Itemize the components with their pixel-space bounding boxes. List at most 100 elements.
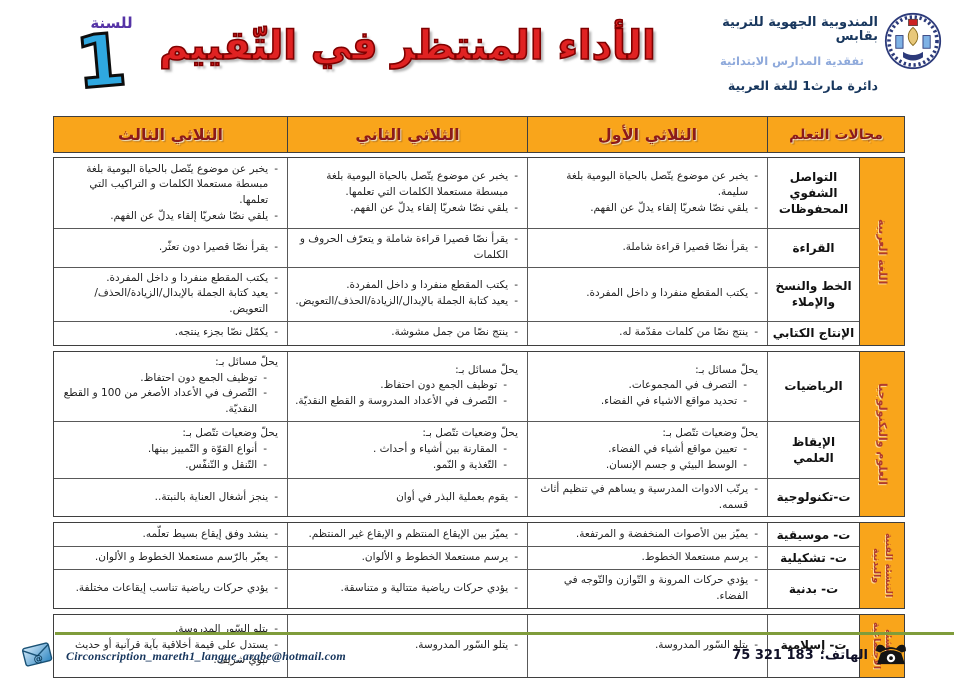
bullet-dash: - — [274, 551, 278, 564]
item-text: يتلو السّور المدروسة. — [654, 638, 749, 651]
bullet-dash: - — [514, 527, 518, 540]
list-item: - يكمّل نصّا بجزء ينتجه. — [59, 325, 278, 341]
table-row: ت-تكنولوجية - يرتّب الادوات المدرسية و يسا… — [54, 477, 859, 517]
year-badge: للسنة 1 — [40, 8, 145, 107]
table-header-domains: مجالات التعلم — [767, 117, 904, 152]
trimester-cell-t2: - ينتج نصّا من جمل مشوشة. — [287, 321, 527, 345]
page-title: الأداء المنتظر في التّقييم — [158, 23, 657, 69]
list-item: - يقوم بعملية البذر في أوان — [293, 490, 518, 506]
item-text: يخبر عن موضوع يتّصل بالحياة اليومية بلغة… — [326, 170, 509, 199]
item-text: يرتّب الادوات المدرسية و يساهم في تنظيم … — [540, 482, 749, 511]
list-item: - يقرأ نصّا قصيرا قراءة شاملة. — [533, 240, 758, 256]
trimester-cell-t3: - يؤدي حركات رياضية تناسب إيقاعات مختلفة. — [54, 570, 287, 608]
item-text: يخبر عن موضوع يتّصل بالحياة اليومية بلغة… — [86, 162, 269, 207]
table-row: ت- موسيقية - يميّز بين الأصوات المنخفضة و … — [54, 523, 859, 547]
bullet-dash: - — [274, 527, 278, 540]
item-text: يقرأ نصّا قصيرا قراءة شاملة و يتعرّف الح… — [299, 233, 509, 261]
list-item: - يعيد كتابة الجملة بالإبدال/الزيادة/الحذ… — [59, 286, 278, 318]
item-text: تعيين مواقع أشياء في الفضاء. — [608, 442, 738, 455]
item-text: يكمّل نصّا بجزء ينتجه. — [174, 326, 269, 339]
district-name: دائرة مارث1 للغة العربية — [727, 77, 878, 93]
trimester-cell-t3: - ينجز أشغال العناية بالنبتة.. — [54, 479, 287, 517]
item-text: التّنقل و التّنفّس. — [185, 458, 258, 471]
domain-label: الإيقاظ العلمي — [767, 421, 859, 478]
table-header-trimester-2: الثلاثي الثاني — [287, 117, 527, 152]
trimester-cell-t3: - يقرأ نصّا قصيرا دون تعثّر. — [54, 229, 287, 267]
trimester-cell-t3: - ينشد وفق إيقاع بسيط تعلّمه. — [54, 523, 287, 546]
footer-phone-block: الهاتف: 75 321 183 — [732, 640, 908, 670]
bullet-dash: - — [274, 287, 278, 300]
trimester-cell-t3: - يكمّل نصّا بجزء ينتجه. — [54, 322, 287, 345]
item-text: التّصرف في الأعداد المدروسة و القطع النق… — [295, 395, 498, 408]
bullet-dash: - — [274, 162, 278, 175]
trimester-cell-t2: - يخبر عن موضوع يتّصل بالحياة اليومية بلغ… — [287, 158, 527, 228]
list-item: - ينجز أشغال العناية بالنبتة.. — [59, 490, 278, 506]
table-header-trimester-3: الثلاثي الثالث — [118, 125, 223, 144]
list-item: - يميّز بين الأصوات المنخفضة و المرتفعة. — [533, 527, 758, 543]
table-row: القراءة - يقرأ نصّا قصيرا قراءة شاملة. - يقر… — [54, 228, 859, 267]
trimester-cell-t2: يحلّ وضعيات تتّصل بـ: - المقارنة بين أشياء… — [287, 421, 527, 478]
table-section: التنشئة الفنية والبدنية ت- موسيقية - يميّز ب… — [53, 522, 905, 609]
item-text: يعبّر بالرّسم مستعملا الخطوط و الألوان. — [94, 551, 269, 564]
list-item: - توظيف الجمع دون احتفاظ. — [59, 371, 278, 387]
table-row: ت- بدنية - يؤدي حركات المرونة و التّوازن و… — [54, 569, 859, 608]
item-text: توظيف الجمع دون احتفاظ. — [380, 379, 498, 392]
item-text: يقرأ نصّا قصيرا دون تعثّر. — [158, 240, 269, 253]
item-text: يتلو السّور المدروسة. — [414, 638, 509, 651]
trimester-cell-t3: - يتلو السّور المدروسة. - يستدل على قيمة أخ… — [54, 615, 287, 677]
year-number: 1 — [71, 15, 131, 106]
list-item: - تحديد مواقع الاشياء في الفضاء. — [533, 394, 758, 410]
table-row: الرياضيات يحلّ مسائل بـ: - التصرف في المجمو… — [54, 351, 859, 421]
domain-label: الخط والنسخ والإملاء — [767, 267, 859, 321]
list-item: - يعيد كتابة الجملة بالإبدال/الزيادة/الحذ… — [293, 294, 518, 310]
trimester-cell-t1: - يتلو السّور المدروسة. — [527, 614, 767, 677]
table-sections: اللغة العربية التواصل الشفوي المحفوظات - يخب… — [53, 157, 905, 678]
item-text: التّغذية و النّمو. — [432, 458, 498, 471]
organization-text: المندوبية الجهوية للتربية بقابس تفقدية ا… — [678, 15, 878, 93]
list-item: - يكتب المقطع منفردا و داخل المفردة. — [533, 286, 758, 302]
list-item: - يلقي نصّا شعريّا إلقاء يدلّ عن الفهم. — [59, 209, 278, 225]
table-section: العلوم والتكنولوجيا الرياضيات يحلّ مسائل ب… — [53, 350, 905, 518]
list-item: - الوسط البيئي و جسم الإنسان. — [533, 458, 758, 474]
list-item: - التّغذية و النّمو. — [293, 458, 518, 474]
trimester-cell-t2: - يميّز بين الإيقاع المنتظم و الإيقاع غير… — [287, 523, 527, 547]
bullet-dash: - — [263, 371, 267, 384]
email-text: Circonscription_mareth1_langue_arabe@hot… — [66, 648, 346, 663]
list-item: - التّصرف في الأعداد المدروسة و القطع الن… — [293, 394, 518, 410]
bullet-dash: - — [754, 240, 758, 253]
list-item: - ينتج نصّا من كلمات مقدّمة له. — [533, 325, 758, 341]
list-item: - يؤدي حركات رياضية تناسب إيقاعات مختلفة. — [59, 581, 278, 597]
trimester-cell-t2: - يكتب المقطع منفردا و داخل المفردة. - يعيد… — [287, 267, 527, 321]
item-text: ينتج نصّا من جمل مشوشة. — [391, 326, 509, 339]
bullet-dash: - — [743, 379, 747, 392]
section-strip: التنشئة الفنية والبدنية — [859, 523, 904, 608]
item-text: يقرأ نصّا قصيرا قراءة شاملة. — [622, 240, 749, 253]
bullet-dash: - — [503, 379, 507, 392]
item-text: تحديد مواقع الاشياء في الفضاء. — [600, 395, 738, 408]
trimester-cell-t1: - يخبر عن موضوع يتّصل بالحياة اليومية بلغ… — [527, 158, 767, 228]
bullet-dash: - — [263, 387, 267, 400]
list-item: - تعيين مواقع أشياء في الفضاء. — [533, 442, 758, 458]
list-item: - يؤدي حركات المرونة و التّوازن والتّوجه … — [533, 573, 758, 605]
list-item: - يؤدي حركات رياضية متتالية و متناسقة. — [293, 581, 518, 597]
domain-label: التواصل الشفوي المحفوظات — [767, 158, 859, 228]
list-item: - المقارنة بين أشياء و أحداث . — [293, 442, 518, 458]
bullet-dash: - — [263, 442, 267, 455]
section-strip-label: اللغة العربية — [875, 218, 889, 285]
table-row: ت- تشكيلية - يرسم مستعملا الخطوط. - يرسم مست… — [54, 546, 859, 569]
bullet-dash: - — [503, 442, 507, 455]
item-text: يرسم مستعملا الخطوط و الألوان. — [361, 551, 509, 564]
bullet-dash: - — [754, 287, 758, 300]
table-header-trimester-1: الثلاثي الأول — [527, 117, 767, 152]
item-text: يؤدي حركات رياضية تناسب إيقاعات مختلفة. — [75, 581, 269, 594]
title-block: الأداء المنتظر في التّقييم — [145, 8, 670, 69]
item-text: يلقي نصّا شعريّا إلقاء يدلّ عن الفهم. — [590, 201, 749, 214]
table-row: الإيقاظ العلمي يحلّ وضعيات تتّصل بـ: - تعيي… — [54, 420, 859, 478]
org-name: المندوبية الجهوية للتربية بقابس — [722, 15, 878, 45]
bullet-dash: - — [274, 326, 278, 339]
item-text: يلقي نصّا شعريّا إلقاء يدلّ عن الفهم. — [350, 201, 509, 214]
bullet-dash: - — [743, 458, 747, 471]
trimester-cell-t1: - يميّز بين الأصوات المنخفضة و المرتفعة. — [527, 523, 767, 547]
list-item: - يقرأ نصّا قصيرا قراءة شاملة و يتعرّف ال… — [293, 232, 518, 264]
bullet-dash: - — [754, 527, 758, 540]
